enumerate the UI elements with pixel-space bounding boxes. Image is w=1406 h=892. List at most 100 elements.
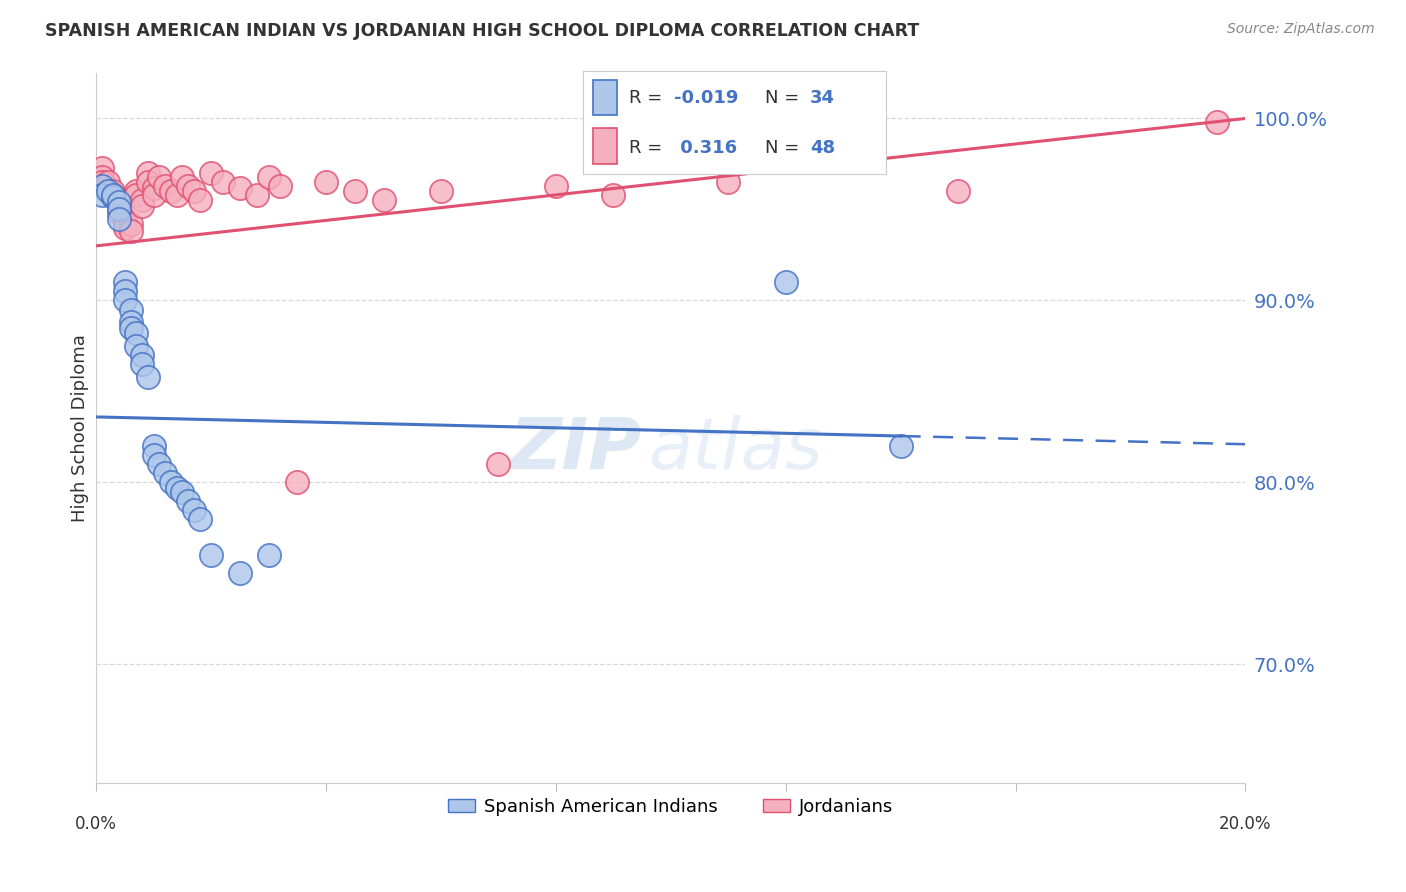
Point <box>229 180 252 194</box>
Point <box>114 220 136 235</box>
Point <box>120 224 142 238</box>
Point <box>1205 115 1227 129</box>
Point <box>131 199 153 213</box>
Point <box>142 180 165 194</box>
Point <box>131 194 153 208</box>
Point <box>183 502 205 516</box>
Text: ZIP: ZIP <box>510 415 643 483</box>
Point <box>486 457 509 471</box>
Point <box>142 448 165 462</box>
Point <box>257 548 280 562</box>
Point <box>108 194 131 208</box>
Point <box>188 512 211 526</box>
Y-axis label: High School Diploma: High School Diploma <box>72 334 89 522</box>
Point <box>148 169 170 184</box>
Point <box>257 169 280 184</box>
Point <box>153 178 176 193</box>
Point <box>285 475 308 490</box>
Point <box>114 217 136 231</box>
Point <box>142 439 165 453</box>
Legend: Spanish American Indians, Jordanians: Spanish American Indians, Jordanians <box>441 791 901 823</box>
Point <box>430 184 453 198</box>
Point <box>97 184 120 198</box>
Point <box>211 175 233 189</box>
Point <box>131 348 153 362</box>
Point <box>91 175 114 189</box>
Point <box>544 178 567 193</box>
Point <box>229 566 252 581</box>
Point <box>188 194 211 208</box>
Point <box>103 190 125 204</box>
Point <box>136 166 159 180</box>
Text: -0.019: -0.019 <box>675 88 738 106</box>
Point <box>166 188 188 202</box>
Point <box>108 199 131 213</box>
Point <box>148 457 170 471</box>
Text: 0.0%: 0.0% <box>76 815 117 833</box>
Point <box>160 184 183 198</box>
Point <box>114 285 136 299</box>
Text: atlas: atlas <box>648 415 823 483</box>
Point <box>717 175 740 189</box>
Point <box>166 481 188 495</box>
Point <box>108 202 131 217</box>
Point <box>108 206 131 220</box>
Point <box>125 184 148 198</box>
Bar <box>592 128 617 163</box>
Point <box>200 166 222 180</box>
Point <box>91 161 114 175</box>
Point <box>114 293 136 308</box>
Point <box>177 178 200 193</box>
Point <box>246 188 269 202</box>
Point <box>103 184 125 198</box>
Point <box>120 315 142 329</box>
Point <box>183 184 205 198</box>
Point <box>114 275 136 289</box>
Text: R =: R = <box>628 139 668 157</box>
Point <box>142 188 165 202</box>
Point <box>114 211 136 226</box>
Point <box>91 188 114 202</box>
Point <box>108 195 131 210</box>
Point <box>103 188 125 202</box>
Text: 20.0%: 20.0% <box>1219 815 1271 833</box>
Point <box>160 475 183 490</box>
Point <box>136 370 159 384</box>
Point <box>91 178 114 193</box>
Text: N =: N = <box>765 139 804 157</box>
Point <box>172 169 194 184</box>
Text: SPANISH AMERICAN INDIAN VS JORDANIAN HIGH SCHOOL DIPLOMA CORRELATION CHART: SPANISH AMERICAN INDIAN VS JORDANIAN HIG… <box>45 22 920 40</box>
Point <box>343 184 366 198</box>
Point <box>172 484 194 499</box>
Point <box>125 339 148 353</box>
Text: 34: 34 <box>810 88 835 106</box>
Point <box>315 175 337 189</box>
Point <box>125 326 148 341</box>
Point <box>775 275 797 289</box>
Point <box>890 439 912 453</box>
Point <box>125 188 148 202</box>
Text: N =: N = <box>765 88 804 106</box>
Point <box>602 188 624 202</box>
Point <box>97 175 120 189</box>
Point <box>136 175 159 189</box>
Point <box>373 194 395 208</box>
Point <box>269 178 291 193</box>
Point <box>120 302 142 317</box>
Point <box>108 211 131 226</box>
Text: 48: 48 <box>810 139 835 157</box>
Point <box>120 217 142 231</box>
Bar <box>592 79 617 115</box>
Point <box>153 467 176 481</box>
Point <box>177 493 200 508</box>
Text: 0.316: 0.316 <box>675 139 737 157</box>
Point <box>97 184 120 198</box>
Point <box>120 320 142 334</box>
Text: Source: ZipAtlas.com: Source: ZipAtlas.com <box>1227 22 1375 37</box>
Text: R =: R = <box>628 88 668 106</box>
Point <box>91 169 114 184</box>
Point <box>946 184 969 198</box>
Point <box>131 357 153 371</box>
Point <box>103 188 125 202</box>
Point <box>200 548 222 562</box>
